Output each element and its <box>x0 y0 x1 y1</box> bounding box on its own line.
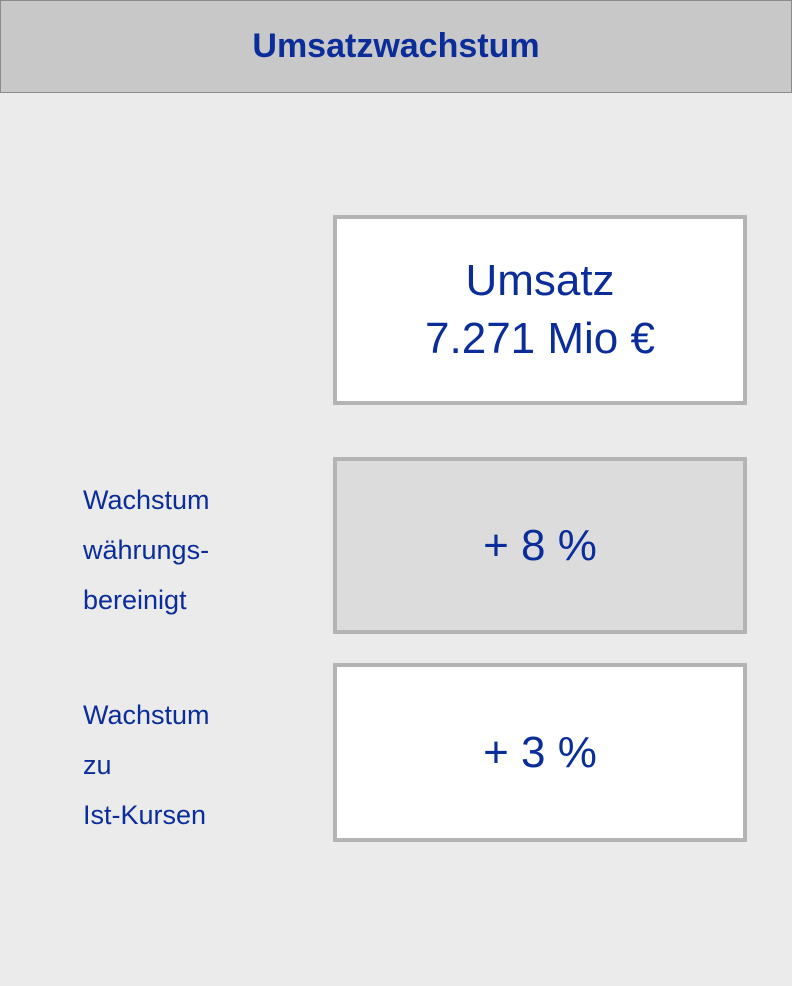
label-line: Wachstum <box>83 700 210 730</box>
revenue-line: Umsatz <box>465 256 615 305</box>
label-line: zu <box>83 750 112 780</box>
header-title: Umsatzwachstum <box>252 27 540 65</box>
label-line: bereinigt <box>83 585 187 615</box>
label-line: Wachstum <box>83 485 210 515</box>
row-label: Wachstum währungs- bereinigt <box>83 475 210 625</box>
header: Umsatzwachstum <box>0 0 792 93</box>
revenue-box: Umsatz 7.271 Mio € <box>333 215 747 405</box>
value-box: + 8 % <box>333 457 747 634</box>
row-value: + 3 % <box>483 727 597 777</box>
row-value: + 8 % <box>483 520 597 570</box>
label-line: währungs- <box>83 535 210 565</box>
label-line: Ist-Kursen <box>83 800 207 830</box>
value-box: + 3 % <box>333 663 747 842</box>
row-label: Wachstum zu Ist-Kursen <box>83 690 210 840</box>
revenue-line: 7.271 Mio € <box>425 314 655 363</box>
